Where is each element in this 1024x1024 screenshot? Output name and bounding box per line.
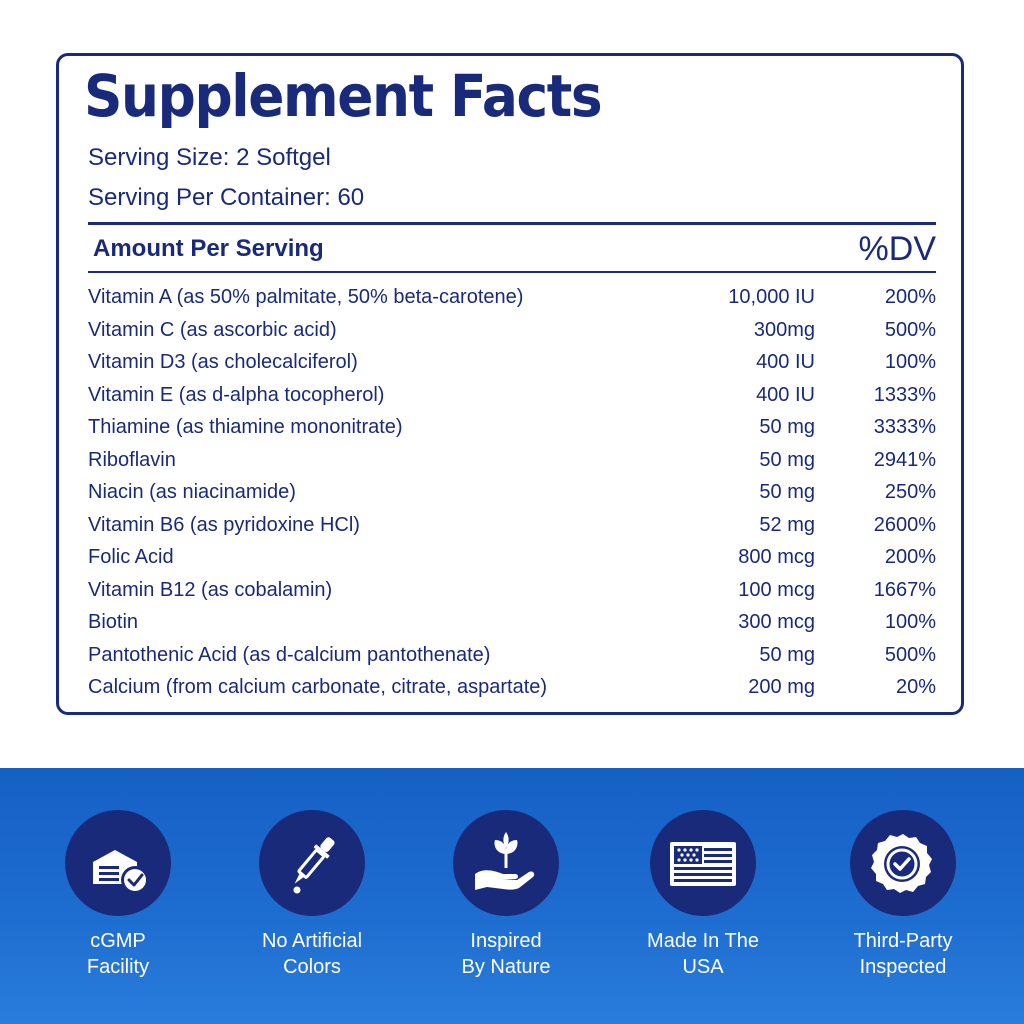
nutrient-row: Vitamin B12 (as cobalamin) 100 mcg 1667% (88, 577, 936, 610)
nutrient-row: Vitamin B6 (as pyridoxine HCl) 52 mg 2600% (88, 512, 936, 545)
nutrient-name: Riboflavin (88, 448, 176, 471)
nutrient-name: Vitamin D3 (as cholecalciferol) (88, 351, 358, 373)
nutrient-dv: 100% (884, 611, 936, 633)
nutrient-row: Vitamin C (as ascorbic acid) 300mg 500% (88, 317, 936, 350)
nutrient-dv: 250% (884, 481, 936, 503)
nutrient-amount: 400 IU (756, 383, 815, 406)
nutrient-dv: 3333% (873, 416, 936, 438)
divider-header (88, 271, 936, 273)
nutrient-dv: 200% (884, 286, 936, 308)
supplement-facts-panel (56, 53, 964, 715)
nutrient-amount: 52 mg (759, 513, 815, 536)
nutrient-amount: 50 mg (759, 643, 815, 666)
nutrient-name: Thiamine (as thiamine mononitrate) (88, 416, 403, 438)
nutrient-row: Riboflavin 50 mg 2941% (88, 447, 936, 480)
badge-label-line: cGMP (90, 930, 146, 952)
badge-label-inspired-by-nature: Inspired By Nature (421, 928, 591, 980)
nutrient-amount: 100 mcg (738, 578, 815, 601)
nutrient-row: Pantothenic Acid (as d-calcium pantothen… (88, 642, 936, 675)
badge-label-made-in-usa: Made In The USA (618, 928, 788, 980)
nutrient-name: Vitamin E (as d-alpha tocopherol) (88, 383, 385, 406)
nutrient-table: Vitamin A (as 50% palmitate, 50% beta-ca… (88, 284, 936, 707)
nutrient-amount: 200 mg (748, 676, 815, 698)
nutrient-amount: 50 mg (759, 448, 815, 471)
nutrient-name: Vitamin B12 (as cobalamin) (88, 578, 333, 601)
nutrient-name: Pantothenic Acid (as d-calcium pantothen… (88, 643, 491, 666)
badge-label-line: Inspired (470, 930, 542, 952)
daily-value-header: %DV (858, 230, 936, 268)
nutrient-dv: 200% (884, 546, 936, 568)
nutrient-dv: 2600% (873, 513, 936, 536)
nutrient-dv: 2941% (873, 448, 936, 471)
serving-size: Serving Size: 2 Softgel (88, 144, 331, 171)
servings-per-container: Serving Per Container: 60 (88, 184, 365, 211)
nutrient-row: Thiamine (as thiamine mononitrate) 50 mg 3… (88, 414, 936, 447)
nutrient-row: Biotin 300 mcg 100% (88, 609, 936, 642)
nutrient-name: Calcium (from calcium carbonate, citrate… (88, 676, 548, 698)
nutrient-name: Vitamin B6 (as pyridoxine HCl) (88, 513, 360, 536)
nutrient-row: Vitamin D3 (as cholecalciferol) 400 IU 100… (88, 349, 936, 382)
badge-label-line: No Artificial (261, 930, 363, 952)
usa-flag-icon (650, 810, 756, 916)
seal-check-icon (850, 810, 956, 916)
facts-title: Supplement Facts (84, 62, 603, 130)
nutrient-row: Vitamin A (as 50% palmitate, 50% beta-ca… (88, 284, 936, 317)
badge-label-line: Made In The (647, 930, 759, 952)
nutrient-row: Niacin (as niacinamide) 50 mg 250% (88, 479, 936, 512)
nutrient-name: Biotin (88, 611, 139, 633)
badge-label-third-party-inspected: Third-Party Inspected (818, 928, 988, 980)
nutrient-dv: 100% (884, 351, 936, 373)
dropper-icon (259, 810, 365, 916)
badge-label-line: USA (682, 956, 724, 978)
factory-check-icon (65, 810, 171, 916)
badge-label-cgmp: cGMP Facility (33, 928, 203, 980)
plant-hand-icon (453, 810, 559, 916)
amount-per-serving-header: Amount Per Serving (93, 235, 324, 262)
nutrient-amount: 50 mg (759, 481, 815, 503)
nutrient-amount: 400 IU (756, 351, 815, 373)
nutrient-dv: 500% (884, 643, 936, 666)
nutrient-amount: 300mg (753, 318, 815, 341)
badge-label-line: Facility (86, 956, 150, 978)
badge-label-line: Inspected (859, 956, 947, 978)
badge-label-line: By Nature (461, 956, 551, 978)
nutrient-name: Niacin (as niacinamide) (88, 481, 296, 503)
badge-label-line: Colors (283, 956, 341, 978)
nutrient-dv: 1333% (873, 383, 936, 406)
nutrient-row: Calcium (from calcium carbonate, citrate… (88, 674, 936, 707)
nutrient-amount: 10,000 IU (728, 286, 815, 308)
nutrient-amount: 300 mcg (738, 611, 815, 633)
nutrient-amount: 50 mg (759, 416, 815, 438)
nutrient-dv: 20% (895, 676, 936, 698)
nutrient-dv: 500% (884, 318, 936, 341)
nutrient-name: Vitamin A (as 50% palmitate, 50% beta-ca… (88, 286, 524, 308)
nutrient-dv: 1667% (873, 578, 936, 601)
divider-top (88, 222, 936, 225)
nutrient-amount: 800 mcg (738, 546, 815, 568)
badge-label-line: Third-Party (853, 930, 953, 952)
nutrient-row: Vitamin E (as d-alpha tocopherol) 400 IU 1… (88, 382, 936, 415)
nutrient-row: Folic Acid 800 mcg 200% (88, 544, 936, 577)
nutrient-name: Vitamin C (as ascorbic acid) (88, 318, 337, 341)
badge-label-no-artificial-colors: No Artificial Colors (227, 928, 397, 980)
nutrient-name: Folic Acid (88, 546, 174, 568)
